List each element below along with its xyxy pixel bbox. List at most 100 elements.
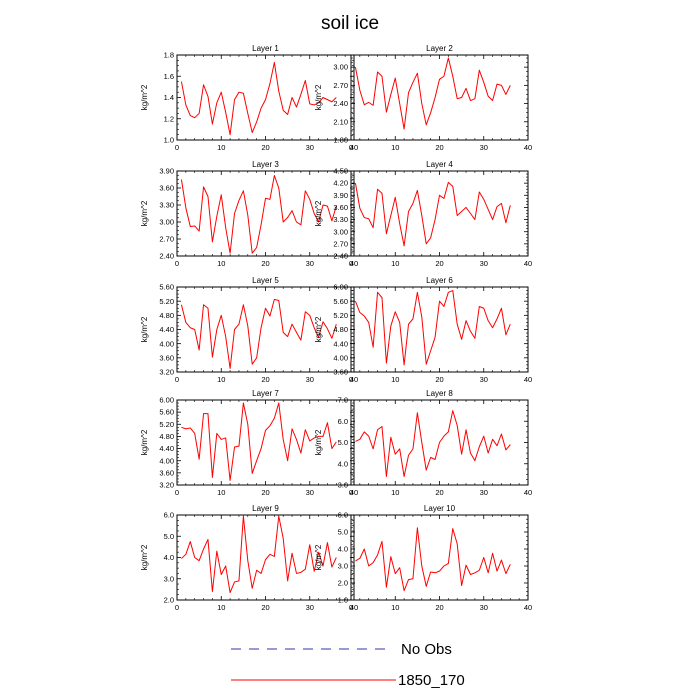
x-tick-label: 40	[350, 143, 358, 152]
x-tick-label: 10	[391, 143, 399, 152]
plot-frame	[176, 399, 355, 486]
panel-title: Layer 8	[426, 389, 453, 398]
y-tick-label: 3.90	[333, 191, 348, 200]
panel-title: Layer 1	[252, 44, 279, 53]
x-tick-label: 0	[175, 143, 179, 152]
y-tick-label: 6.0	[338, 417, 348, 426]
y-tick-label: 2.40	[159, 252, 174, 261]
x-tick-label: 40	[524, 143, 532, 152]
y-tick-label: 4.40	[159, 325, 174, 334]
panel-title: Layer 10	[424, 504, 456, 513]
panel-layer-4: Layer 4kg/m^20 10 20 30 402.402.703.003.303.…	[314, 160, 532, 268]
y-axis-label: kg/m^2	[314, 316, 323, 342]
y-tick-label: 2.0	[164, 596, 174, 605]
y-tick-label: 2.40	[333, 99, 348, 108]
x-tick-label: 10	[391, 375, 399, 384]
y-tick-label: 4.00	[159, 339, 174, 348]
panel-title: Layer 4	[426, 160, 453, 169]
x-tick-label: 30	[480, 375, 488, 384]
y-tick-label: 1.4	[164, 93, 174, 102]
y-tick-label: 5.0	[338, 528, 348, 537]
x-tick-label: 20	[435, 143, 443, 152]
x-tick-label: 10	[217, 259, 225, 268]
y-tick-label: 4.40	[159, 444, 174, 453]
y-tick-label: 5.60	[159, 283, 174, 292]
y-tick-label: 4.20	[333, 179, 348, 188]
y-tick-label: 3.20	[159, 368, 174, 377]
y-tick-label: 5.0	[338, 438, 348, 447]
series-line	[354, 290, 511, 366]
x-tick-label: 40	[524, 488, 532, 497]
panel-layer-3: Layer 3kg/m^20 10 20 30 402.402.703.003.303.…	[140, 160, 358, 268]
y-tick-label: 3.90	[159, 167, 174, 176]
x-tick-label: 30	[306, 259, 314, 268]
x-tick-label: 20	[435, 488, 443, 497]
y-tick-label: 4.00	[333, 353, 348, 362]
x-tick-label: 0	[349, 375, 353, 384]
legend-label-no-obs: No Obs	[401, 641, 452, 658]
x-tick-label: 10	[217, 603, 225, 612]
y-tick-label: 3.60	[333, 203, 348, 212]
y-tick-label: 3.00	[333, 63, 348, 72]
x-tick-label: 0	[349, 488, 353, 497]
y-tick-label: 4.80	[159, 311, 174, 320]
y-tick-label: 3.60	[159, 184, 174, 193]
x-tick-label: 40	[350, 603, 358, 612]
x-tick-label: 0	[175, 375, 179, 384]
y-tick-label: 2.0	[338, 579, 348, 588]
x-tick-label: 40	[524, 603, 532, 612]
y-tick-label: 3.30	[333, 215, 348, 224]
panel-layer-8: Layer 8kg/m^20 10 20 30 403.04.05.06.07.0	[314, 389, 532, 497]
y-tick-label: 1.80	[333, 136, 348, 145]
plot-frame	[350, 286, 529, 373]
x-tick-label: 30	[306, 375, 314, 384]
x-tick-label: 20	[261, 143, 269, 152]
x-tick-label: 10	[391, 603, 399, 612]
y-axis-label: kg/m^2	[140, 200, 149, 226]
y-tick-label: 4.0	[164, 553, 174, 562]
panel-title: Layer 7	[252, 389, 279, 398]
legend-label-1850-170: 1850_170	[398, 672, 465, 689]
panel-title: Layer 5	[252, 276, 279, 285]
x-tick-label: 30	[480, 488, 488, 497]
x-tick-label: 20	[261, 488, 269, 497]
plot-frame	[176, 170, 355, 257]
y-axis-label: kg/m^2	[140, 84, 149, 110]
y-tick-label: 3.30	[159, 201, 174, 210]
series-line	[355, 527, 511, 592]
series-line	[354, 181, 511, 247]
y-tick-label: 6.0	[164, 511, 174, 520]
x-tick-label: 0	[349, 603, 353, 612]
x-tick-label: 20	[435, 603, 443, 612]
x-tick-label: 30	[306, 603, 314, 612]
y-tick-label: 3.60	[159, 353, 174, 362]
plot-frame	[350, 170, 529, 257]
series-line	[354, 57, 511, 130]
y-tick-label: 1.2	[164, 114, 174, 123]
y-tick-label: 3.20	[159, 481, 174, 490]
y-tick-label: 4.80	[333, 325, 348, 334]
x-tick-label: 30	[306, 488, 314, 497]
legend: No Obs 1850_170	[231, 641, 465, 689]
x-tick-label: 20	[261, 375, 269, 384]
y-tick-label: 5.20	[159, 420, 174, 429]
panel-title: Layer 3	[252, 160, 279, 169]
panel-layer-7: Layer 7kg/m^20 10 20 30 403.203.604.004.404.…	[140, 389, 358, 497]
y-axis-label: kg/m^2	[314, 429, 323, 455]
panel-layer-9: Layer 9 kg/m^2 0 10 20 30 40 2.0 3.0 4.0 5.0 6.0	[140, 504, 358, 612]
x-tick-label: 0	[175, 259, 179, 268]
y-tick-label: 2.70	[159, 235, 174, 244]
x-tick-label: 0	[349, 143, 353, 152]
y-tick-label: 6.00	[333, 283, 348, 292]
y-tick-label: 3.0	[338, 562, 348, 571]
panel-title: Layer 6	[426, 276, 453, 285]
x-tick-label: 20	[261, 603, 269, 612]
y-axis-label: kg/m^2	[314, 544, 323, 570]
y-tick-label: 6.00	[159, 396, 174, 405]
y-tick-label: 3.00	[159, 218, 174, 227]
y-tick-label: 2.40	[333, 252, 348, 261]
x-tick-label: 10	[217, 375, 225, 384]
y-axis-label: kg/m^2	[314, 200, 323, 226]
